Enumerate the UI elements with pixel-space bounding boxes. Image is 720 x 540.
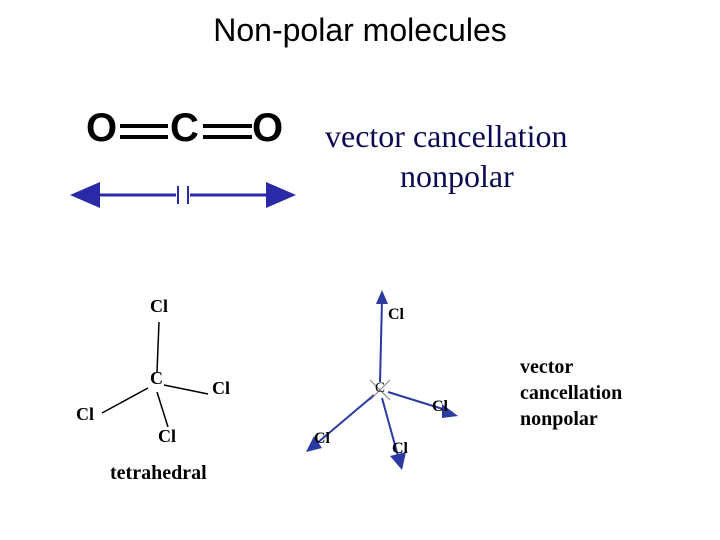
co2-bond-right (203, 126, 252, 137)
co2-vector-arrows (70, 182, 296, 208)
ccl4l-cl-left: Cl (76, 404, 94, 425)
co2-atom-o-left: O (86, 106, 117, 151)
co2-label-line2: nonpolar (400, 158, 514, 195)
ccl4l-center: C (150, 368, 163, 389)
right-label-line2: cancellation (520, 382, 622, 405)
ccl4l-caption: tetrahedral (110, 462, 207, 485)
co2-bond-left (120, 126, 168, 137)
ccl4r-cl-left: Cl (314, 430, 330, 448)
co2-label-line1: vector cancellation (325, 118, 568, 155)
ccl4l-cl-right: Cl (212, 378, 230, 399)
co2-atom-c: C (170, 106, 199, 151)
ccl4r-cl-top: Cl (388, 306, 404, 324)
ccl4l-cl-top: Cl (150, 296, 168, 317)
right-label-line3: nonpolar (520, 408, 598, 431)
co2-diagram (0, 0, 720, 540)
ccl4r-cl-bot: Cl (392, 440, 408, 458)
ccl4l-cl-bot: Cl (158, 426, 176, 447)
right-label-line1: vector (520, 356, 573, 379)
ccl4r-cl-right: Cl (432, 398, 448, 416)
co2-atom-o-right: O (252, 106, 283, 151)
ccl4r-center: C (375, 380, 385, 397)
